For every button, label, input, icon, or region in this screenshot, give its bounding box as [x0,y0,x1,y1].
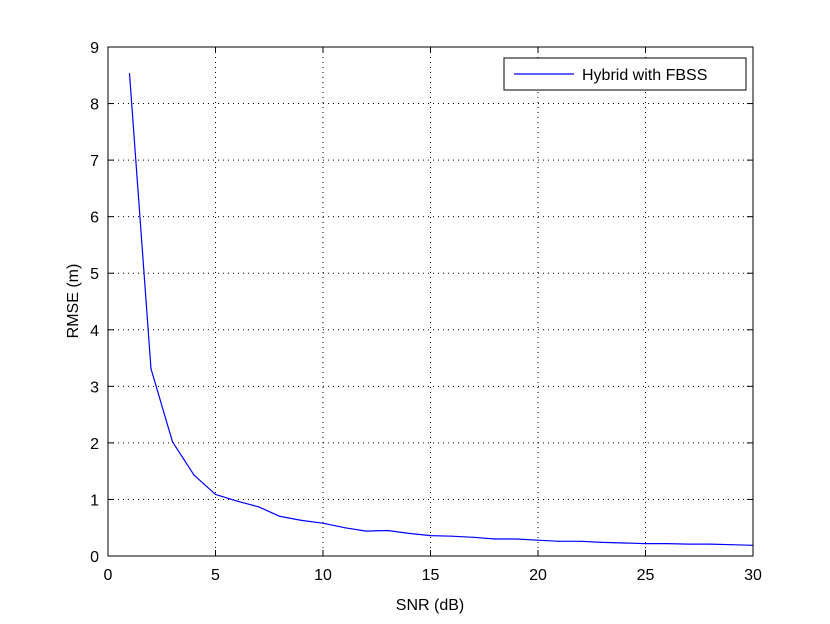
y-tick-label: 2 [90,436,99,453]
plot-area [108,47,753,556]
data-point [644,543,647,545]
series-group [128,73,754,546]
data-point [558,540,561,542]
x-tick-label: 20 [529,567,547,584]
data-point [257,506,260,508]
x-tick-label: 5 [211,567,220,584]
data-point [214,493,217,495]
y-tick-label: 0 [90,549,99,566]
data-point [279,515,281,518]
y-tick-label: 8 [90,97,99,114]
data-point [580,540,582,542]
data-point [386,529,389,532]
data-point [687,543,690,545]
data-point [171,441,174,443]
data-point [623,542,625,544]
x-tick-label: 15 [422,567,440,584]
data-point [322,522,324,524]
data-point [730,544,733,546]
data-point [193,474,195,476]
data-point [429,535,432,537]
data-point [300,519,303,522]
data-point [472,536,475,538]
x-tick-label: 0 [104,567,113,584]
y-tick-label: 6 [90,210,99,227]
data-point [236,500,238,502]
data-point [537,539,539,541]
x-tick-label: 25 [637,567,655,584]
data-point [408,532,410,535]
data-point [494,538,496,540]
data-point [365,530,367,532]
data-point [666,543,668,545]
y-tick-label: 5 [90,266,99,283]
data-point [150,368,152,370]
data-point [128,73,131,75]
data-point [451,535,453,537]
legend-label-hybrid-fbss: Hybrid with FBSS [582,67,707,84]
data-point [343,527,346,529]
y-tick-label: 9 [90,40,99,57]
axis-ticks: 0 5 10 15 20 25 30 0 1 2 3 4 5 6 7 8 9 [90,40,762,584]
data-point [515,538,518,540]
y-axis-title: RMSE (m) [65,264,82,339]
data-point [709,543,711,545]
data-point [601,541,604,544]
y-tick-label: 4 [90,323,99,340]
y-tick-label: 3 [90,379,99,396]
y-tick-label: 1 [90,492,99,509]
x-tick-label: 10 [314,567,332,584]
x-tick-label: 30 [744,567,762,584]
series-line-hybrid-fbss [128,73,754,546]
y-tick-label: 7 [90,153,99,170]
x-axis-title: SNR (dB) [396,597,464,614]
legend: Hybrid with FBSS [503,57,747,91]
